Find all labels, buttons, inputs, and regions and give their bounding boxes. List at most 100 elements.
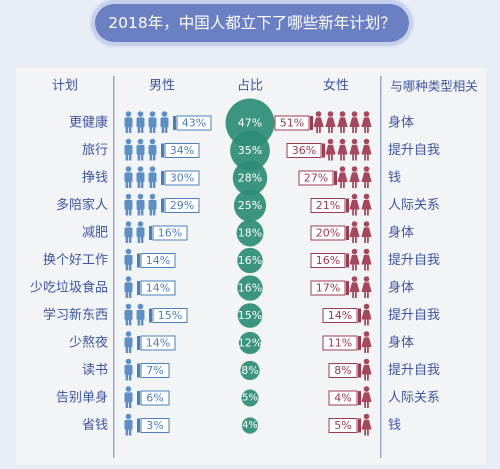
male-value-box (164, 198, 200, 213)
female-bar-marker (358, 308, 361, 323)
share-value-label: 25% (238, 199, 262, 212)
header-male: 男性 (149, 79, 175, 94)
male-value-box (140, 390, 170, 406)
chart-panel: 计划 男性 占比 女性 与哪种类型相关 更健康 43% 47% 51% 身体 旅行 34% 35% 36%… (16, 68, 486, 465)
woman-icon (337, 138, 348, 161)
share-circle (238, 331, 262, 355)
woman-icon (361, 358, 372, 381)
female-value-box (274, 115, 310, 131)
female-value-box (310, 225, 346, 241)
plan-label: 告别单身 (56, 390, 108, 406)
plan-label: 省钱 (82, 418, 108, 433)
female-bar-marker (358, 391, 361, 405)
male-value-label: 14% (146, 337, 170, 350)
man-icon (124, 221, 133, 243)
male-value-label: 34% (170, 144, 194, 157)
share-circle (236, 219, 264, 247)
female-value-label: 8% (334, 364, 351, 377)
share-circle (237, 247, 263, 274)
share-circle (232, 160, 268, 196)
female-value-box (310, 280, 346, 296)
female-value-label: 51% (280, 117, 304, 130)
man-icon (148, 111, 157, 133)
female-value-label: 20% (316, 227, 340, 240)
plan-label: 换个好工作 (43, 253, 108, 268)
man-icon (136, 193, 145, 216)
female-value-label: 11% (328, 337, 352, 350)
man-icon (124, 386, 133, 408)
female-value-label: 27% (304, 172, 328, 185)
woman-icon (349, 111, 360, 133)
plan-label: 少熬夜 (69, 335, 108, 351)
man-icon (148, 193, 157, 216)
woman-icon (361, 248, 372, 271)
male-bar-marker (137, 391, 140, 405)
header-share: 占比 (237, 79, 263, 94)
female-value-label: 4% (334, 392, 351, 405)
male-value-label: 7% (146, 364, 163, 377)
category-label: 身体 (388, 280, 414, 296)
share-value-label: 4% (242, 420, 258, 431)
woman-icon (313, 111, 324, 133)
woman-icon (325, 111, 336, 133)
man-icon (124, 331, 133, 353)
male-value-label: 15% (158, 309, 182, 322)
male-value-box (164, 170, 200, 186)
male-bar-marker (137, 281, 140, 295)
male-bar-marker (173, 116, 176, 130)
male-value-label: 43% (182, 117, 206, 130)
woman-icon (337, 166, 348, 188)
plan-label: 更健康 (69, 115, 108, 131)
male-value-label: 16% (158, 227, 182, 240)
man-icon (124, 166, 133, 188)
woman-icon (349, 276, 360, 298)
female-value-box (310, 253, 346, 268)
female-bar-marker (334, 171, 337, 185)
share-circle (230, 130, 270, 171)
woman-icon (349, 193, 360, 216)
female-bar-marker (346, 281, 349, 295)
category-label: 提升自我 (388, 142, 440, 158)
male-value-box (176, 115, 212, 131)
category-label: 身体 (388, 115, 414, 131)
share-value-label: 28% (238, 172, 262, 185)
category-label: 钱 (388, 418, 401, 433)
man-icon (124, 276, 133, 298)
male-value-box (140, 253, 176, 268)
share-value-label: 12% (238, 337, 262, 350)
male-bar-marker (137, 418, 140, 433)
male-value-box (140, 335, 176, 351)
woman-icon (361, 221, 372, 243)
share-circle (233, 189, 267, 222)
woman-icon (361, 386, 372, 408)
plan-label: 读书 (82, 363, 108, 378)
man-icon (124, 413, 133, 436)
plan-label: 旅行 (82, 143, 108, 158)
female-value-box (322, 335, 358, 351)
man-icon (124, 358, 133, 381)
male-value-label: 14% (146, 282, 170, 295)
category-label: 提升自我 (388, 307, 440, 323)
man-icon (136, 303, 145, 326)
male-bar-marker (149, 226, 152, 240)
woman-icon (361, 193, 372, 216)
female-bar-marker (358, 336, 361, 350)
category-label: 身体 (388, 335, 414, 351)
male-bar-marker (137, 253, 140, 268)
plan-label: 多陪家人 (56, 197, 108, 213)
male-bar-marker (149, 308, 152, 323)
woman-icon (361, 166, 372, 188)
woman-icon (361, 413, 372, 436)
plan-label: 减肥 (82, 226, 108, 241)
male-value-label: 29% (170, 199, 194, 212)
man-icon (160, 111, 169, 133)
male-value-box (140, 280, 176, 296)
female-value-box (310, 198, 346, 213)
female-bar-marker (310, 116, 313, 130)
share-value-label: 18% (238, 227, 262, 240)
share-value-label: 16% (238, 254, 262, 267)
header-female: 女性 (323, 78, 349, 94)
plan-label: 少吃垃圾食品 (30, 280, 108, 296)
male-bar-marker (161, 171, 164, 185)
man-icon (124, 111, 133, 133)
